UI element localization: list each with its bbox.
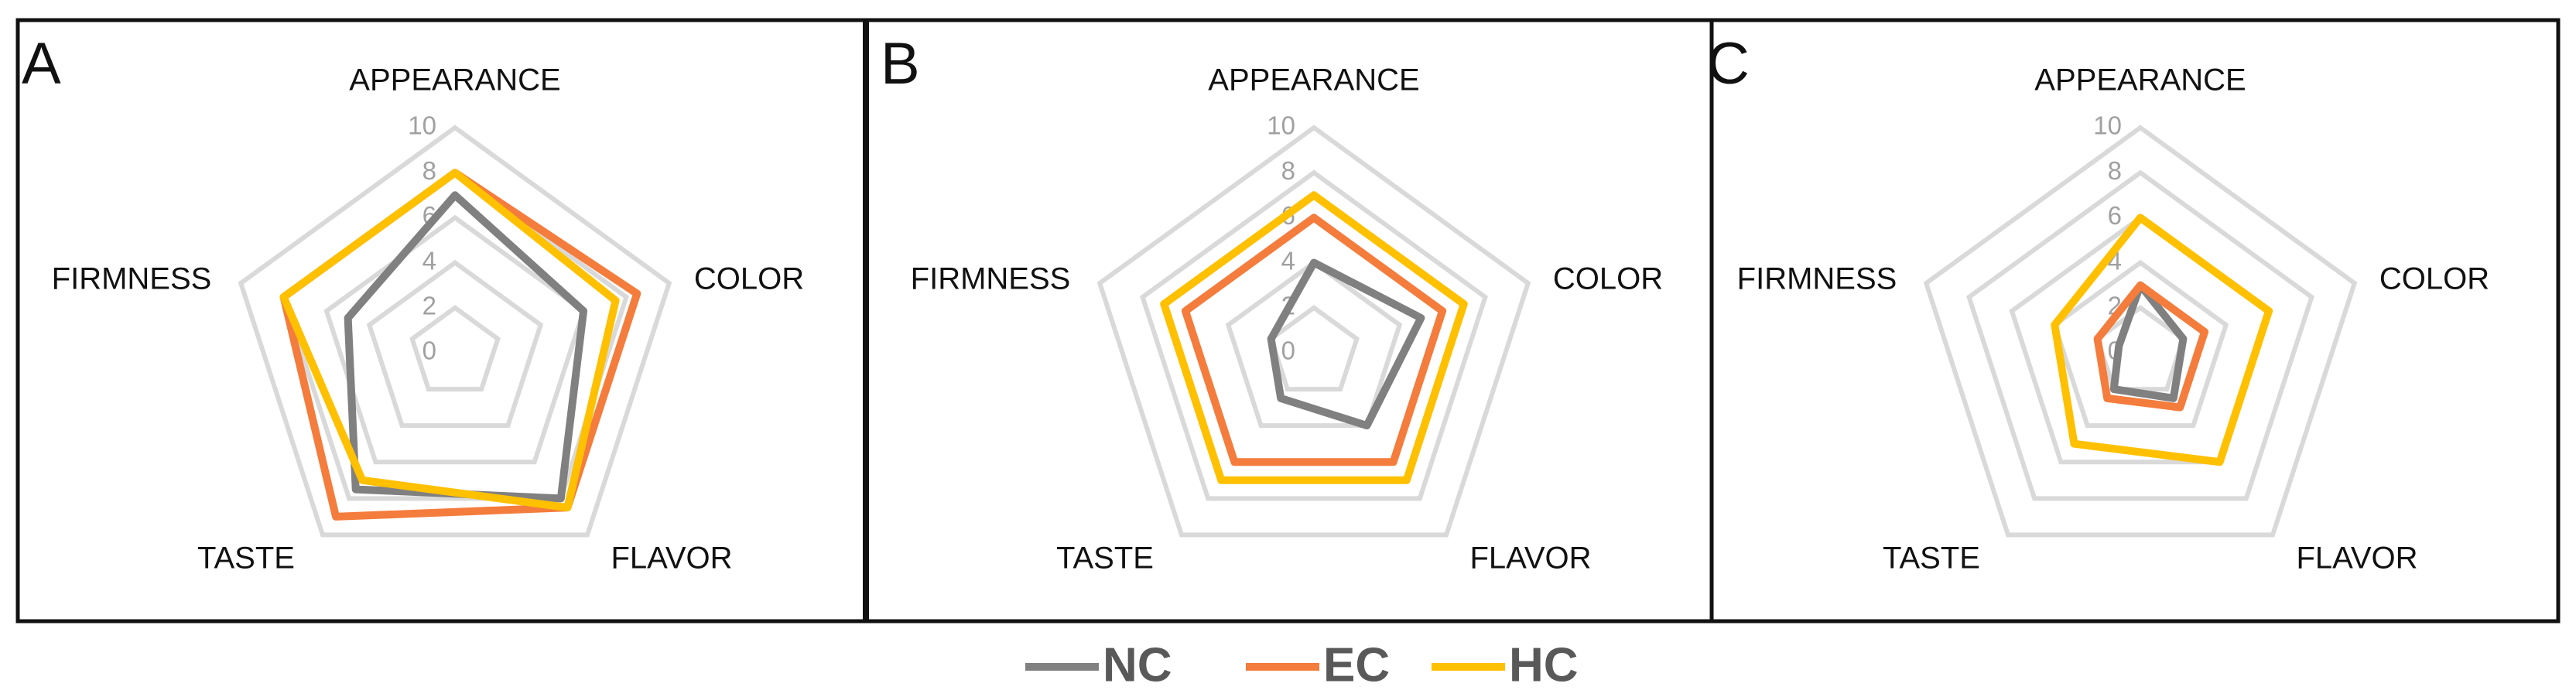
- panel-label: B: [881, 31, 920, 97]
- r-tick-label: 0: [1281, 337, 1295, 365]
- axis-label: FLAVOR: [1469, 542, 1591, 576]
- axis-label: APPEARANCE: [2034, 63, 2246, 97]
- axis-label: FLAVOR: [2296, 542, 2417, 576]
- r-tick-label: 8: [2108, 156, 2122, 185]
- grid-ring: [1923, 125, 2358, 538]
- grid-ring: [2051, 259, 2229, 429]
- legend-label: NC: [1103, 638, 1172, 692]
- grid-ring: [409, 305, 501, 392]
- r-tick-label: 8: [1281, 156, 1295, 185]
- axis-label: FIRMNESS: [52, 262, 212, 296]
- axis-label: TASTE: [1883, 542, 1980, 576]
- grid-ring: [1225, 259, 1403, 429]
- series-line: [1160, 191, 1468, 484]
- grid-ring: [1096, 125, 1531, 538]
- r-tick-label: 6: [2108, 201, 2122, 230]
- axis-label: FIRMNESS: [911, 262, 1071, 296]
- series-line: [2093, 281, 2209, 412]
- r-tick-label: 2: [422, 292, 436, 320]
- r-tick-label: 4: [1281, 246, 1295, 275]
- r-tick-label: 8: [422, 156, 436, 185]
- frame: [15, 18, 2561, 624]
- axis-label: COLOR: [694, 262, 804, 296]
- series-line: [2051, 214, 2273, 466]
- grid-ring: [366, 259, 544, 429]
- r-tick-label: 10: [1267, 111, 1295, 140]
- grid-ring: [1966, 169, 2314, 501]
- grid-ring: [238, 125, 672, 538]
- series-line: [1181, 214, 1447, 466]
- panel-label: C: [1707, 31, 1750, 97]
- legend-label: HC: [1509, 638, 1579, 692]
- axis-label: TASTE: [197, 542, 295, 576]
- grid-ring: [1140, 169, 1488, 501]
- r-tick-label: 0: [422, 337, 436, 365]
- axis-label: APPEARANCE: [349, 63, 560, 97]
- r-tick-label: 4: [422, 246, 436, 275]
- r-tick-label: 10: [2093, 111, 2122, 140]
- axis-label: FIRMNESS: [1737, 262, 1897, 296]
- axis-label: COLOR: [1553, 262, 1663, 296]
- r-tick-label: 10: [408, 111, 436, 140]
- panel-label: A: [22, 31, 61, 97]
- axis-label: FLAVOR: [611, 542, 732, 576]
- axis-label: TASTE: [1056, 542, 1154, 576]
- legend-label: EC: [1323, 638, 1390, 692]
- series-line: [1267, 258, 1425, 430]
- axis-label: COLOR: [2379, 262, 2489, 296]
- series-line: [279, 169, 620, 512]
- axis-label: APPEARANCE: [1208, 63, 1419, 97]
- series-line: [2109, 281, 2188, 402]
